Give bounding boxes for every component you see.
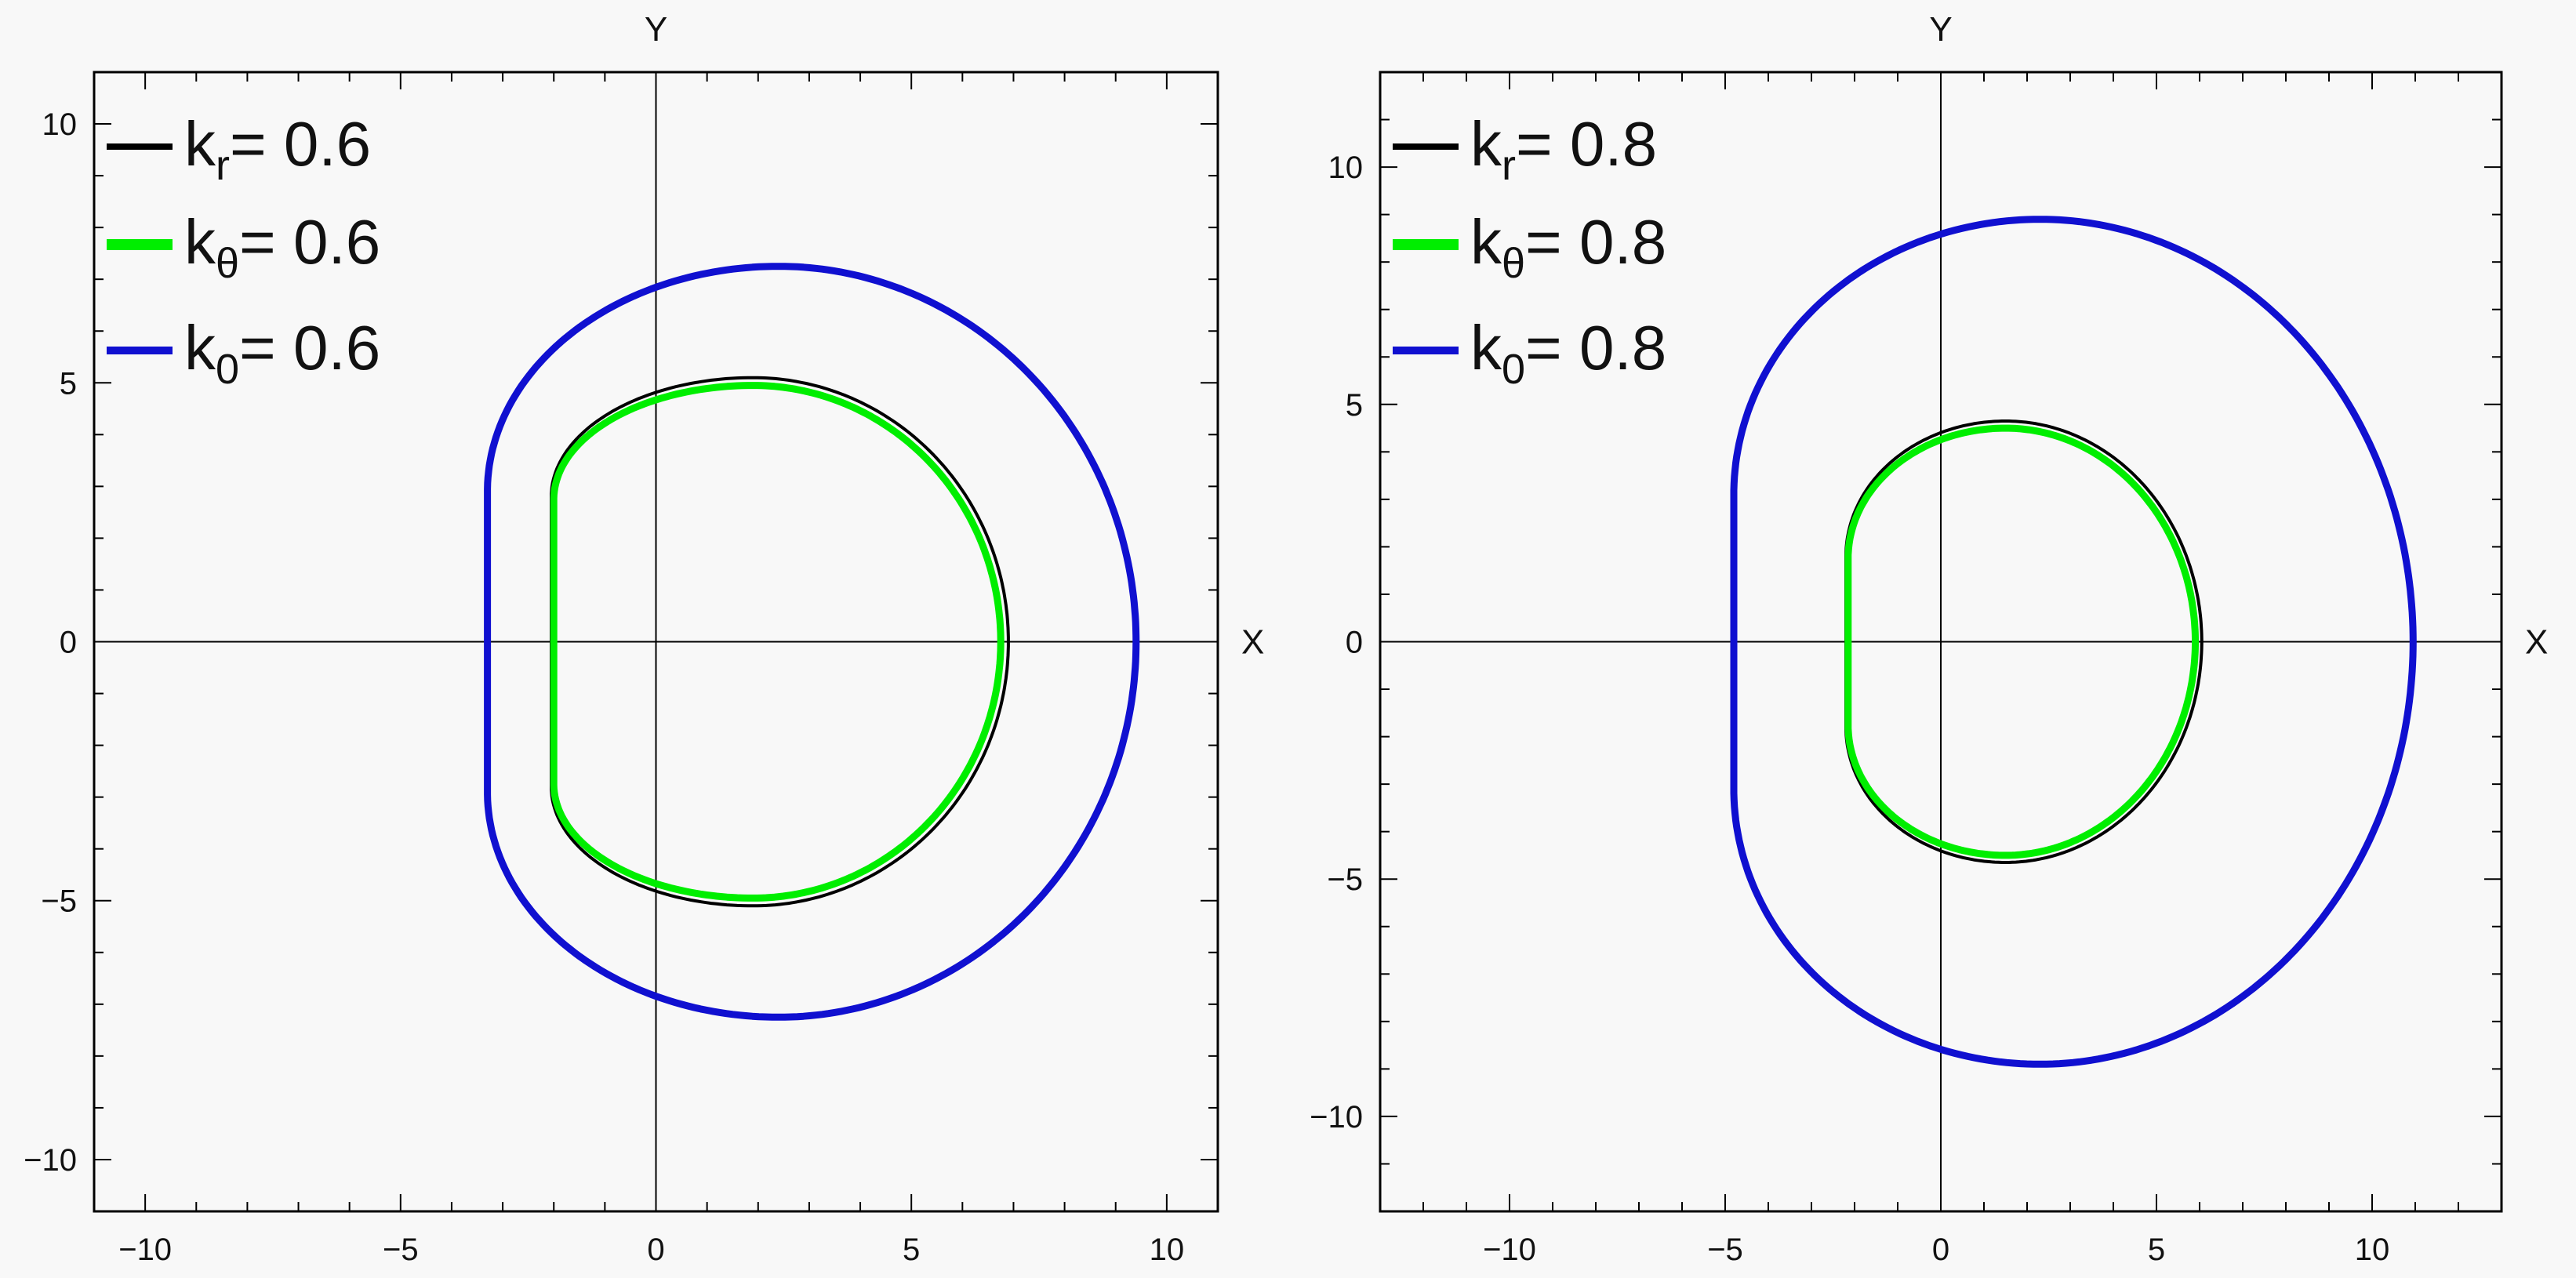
y-tick-label: 0 <box>60 626 77 660</box>
y-tick-label: −5 <box>1327 862 1363 897</box>
tick-marks <box>93 71 1219 1212</box>
y-axis-label: Y <box>645 10 667 49</box>
legend-value: = 0.6 <box>239 207 380 277</box>
legend-value: = 0.8 <box>1525 313 1666 383</box>
y-tick-label: 5 <box>1346 388 1363 423</box>
legend-main: k <box>184 207 216 277</box>
series-line-2 <box>550 382 1005 902</box>
legend-value: = 0.8 <box>1516 109 1657 179</box>
legend-label: kθ= 0.6 <box>184 207 380 287</box>
legend-main: k <box>1470 207 1502 277</box>
legend-value: = 0.6 <box>230 109 371 179</box>
y-tick-label: 10 <box>42 107 78 142</box>
legend-subscript: θ <box>216 240 239 287</box>
legend-main: k <box>184 109 216 179</box>
y-tick-label: 0 <box>1346 626 1363 660</box>
x-tick-label: 0 <box>1932 1233 1949 1267</box>
legend-value: = 0.8 <box>1525 207 1666 277</box>
legend-label: k0= 0.8 <box>1470 313 1666 393</box>
legend-subscript: 0 <box>216 346 239 393</box>
y-tick-label: 10 <box>1328 151 1364 185</box>
x-tick-label: 5 <box>2148 1233 2165 1267</box>
y-axis-label: Y <box>1929 10 1952 49</box>
legend-subscript: 0 <box>1502 346 1525 393</box>
y-tick-label: −10 <box>1310 1100 1363 1135</box>
series-line-3 <box>1730 216 2417 1068</box>
x-tick-label: −5 <box>383 1233 419 1267</box>
x-axis-label: X <box>1241 623 1264 662</box>
x-tick-label: 5 <box>903 1233 920 1267</box>
y-tick-label: 5 <box>60 366 77 401</box>
x-tick-label: −10 <box>1483 1233 1536 1267</box>
legend-main: k <box>184 313 216 383</box>
legend-subscript: r <box>216 142 230 189</box>
legend-label: kθ= 0.8 <box>1470 207 1666 287</box>
x-tick-label: 10 <box>1150 1233 1185 1267</box>
legend-value: = 0.6 <box>239 313 380 383</box>
y-tick-label: −5 <box>41 884 77 919</box>
x-tick-label: 10 <box>2355 1233 2390 1267</box>
x-tick-label: −10 <box>118 1233 172 1267</box>
series-line-2 <box>1844 424 2199 859</box>
x-axis-label: X <box>2525 623 2548 662</box>
x-tick-label: 0 <box>647 1233 664 1267</box>
series-line-3 <box>484 263 1140 1021</box>
legend-label: kr= 0.6 <box>184 109 371 189</box>
y-tick-label: −10 <box>24 1143 77 1178</box>
legend: kr= 0.6kθ= 0.6k0= 0.6 <box>107 109 380 393</box>
legend-main: k <box>1470 109 1502 179</box>
legend: kr= 0.8kθ= 0.8k0= 0.8 <box>1393 109 1666 393</box>
legend-main: k <box>1470 313 1502 383</box>
legend-label: kr= 0.8 <box>1470 109 1657 189</box>
x-tick-label: −5 <box>1707 1233 1743 1267</box>
legend-subscript: r <box>1502 142 1516 189</box>
legend-label: k0= 0.6 <box>184 313 380 393</box>
legend-subscript: θ <box>1502 240 1525 287</box>
